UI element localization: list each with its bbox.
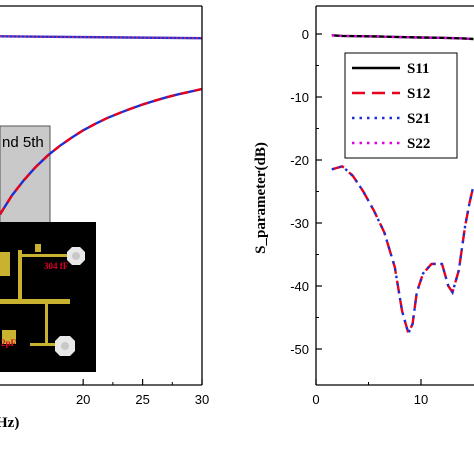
inset-label-304ff: 304 fF	[44, 261, 69, 271]
right-x-tick-label: 0	[312, 392, 319, 407]
legend: S11 S12 S21 S22	[344, 52, 458, 159]
left-x-tick-label: 20	[76, 392, 90, 407]
right-y-tick-label: -40	[290, 279, 309, 294]
left-x-tick-label: 30	[195, 392, 209, 407]
right-series-s22-line	[331, 34, 474, 41]
circuit-inset-image: 304 fF 2pF	[0, 222, 96, 372]
left-x-tick-label: 25	[135, 392, 149, 407]
right-series-s12-line	[331, 164, 474, 337]
legend-box	[344, 52, 458, 159]
left-series-group	[0, 35, 203, 216]
left-series-lower-line	[0, 87, 203, 216]
right-x-tick-label: 10	[414, 392, 428, 407]
inset-label-2pf: 2pF	[1, 338, 17, 348]
right-y-tick-label: -50	[290, 342, 309, 357]
right-y-tick-label: -20	[290, 153, 309, 168]
annotation-text: nd 5th	[2, 134, 44, 151]
right-y-tick-label: 0	[302, 27, 309, 42]
left-series-upper-line	[0, 35, 203, 40]
left-x-ticks: 20 25 30	[76, 379, 209, 407]
right-series-group	[331, 34, 474, 337]
legend-label-s21: S21	[407, 111, 430, 127]
left-x-axis-label: Hz)	[0, 415, 19, 431]
legend-label-s12: S12	[407, 86, 430, 102]
legend-label-s22: S22	[407, 136, 430, 152]
highlight-region	[0, 125, 51, 225]
right-chart-panel: 0-10-20-30-40-500 10 S_parameter(dB) S11S…	[253, 5, 474, 407]
right-y-tick-label: -10	[290, 90, 309, 105]
left-chart-panel: nd 5th 304 fF 2pF 20 25 30 Hz)	[0, 5, 209, 431]
legend-label-s11: S11	[407, 61, 430, 77]
right-y-axis-label: S_parameter(dB)	[253, 142, 269, 254]
right-axis-ticks: 0 -10 -20 -30 -40 -50 0 10	[290, 27, 428, 407]
right-y-tick-label: -30	[290, 216, 309, 231]
